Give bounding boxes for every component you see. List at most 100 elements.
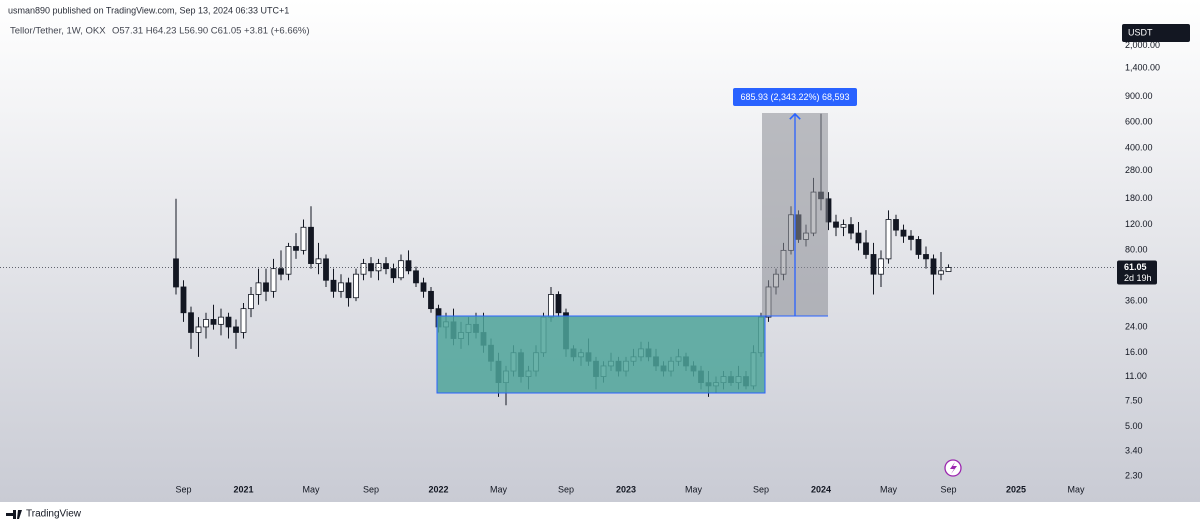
symbol: Tellor/Tether, 1W, OKX bbox=[10, 26, 106, 37]
candle-body bbox=[878, 258, 884, 275]
x-tick-label: May bbox=[302, 484, 320, 494]
last-price-box bbox=[1117, 260, 1157, 285]
candle-body bbox=[893, 219, 899, 231]
range-box[interactable] bbox=[436, 315, 766, 394]
candle-body bbox=[225, 316, 232, 328]
measure-label-box bbox=[733, 88, 857, 106]
candle-body bbox=[180, 286, 187, 314]
x-tick-label: Sep bbox=[175, 484, 191, 494]
chart-background bbox=[0, 0, 1200, 502]
candle-body bbox=[188, 312, 194, 333]
x-tick-label: Sep bbox=[753, 484, 769, 494]
last-price: 61.05 bbox=[1124, 262, 1147, 272]
x-tick-label: Sep bbox=[940, 484, 956, 494]
candle-body bbox=[870, 254, 877, 275]
candle-body bbox=[930, 258, 937, 275]
y-tick-label: 900.00 bbox=[1125, 91, 1153, 101]
y-tick-label: 1,400.00 bbox=[1125, 63, 1160, 73]
x-tick-label: 2022 bbox=[428, 484, 448, 494]
brand: TradingView bbox=[26, 509, 82, 520]
candle-body bbox=[848, 224, 854, 234]
y-tick-label: 400.00 bbox=[1125, 142, 1153, 152]
candle-body bbox=[308, 226, 314, 264]
candle-body bbox=[555, 294, 562, 314]
x-tick-label: Sep bbox=[363, 484, 379, 494]
y-tick-label: 2.30 bbox=[1125, 470, 1143, 480]
candle-body bbox=[345, 282, 352, 299]
candle-body bbox=[908, 235, 914, 240]
x-tick-label: Sep bbox=[558, 484, 574, 494]
candle-body bbox=[263, 282, 269, 292]
candle-body bbox=[353, 273, 359, 299]
x-tick-label: May bbox=[490, 484, 508, 494]
candle-body bbox=[248, 294, 254, 310]
candle-body bbox=[330, 279, 337, 292]
candle-body bbox=[915, 239, 922, 255]
candle-body bbox=[233, 326, 239, 333]
candle-body bbox=[173, 258, 179, 288]
candle-body bbox=[270, 268, 277, 292]
y-tick-label: 11.00 bbox=[1125, 371, 1147, 381]
candle-body bbox=[833, 221, 839, 228]
currency: USDT bbox=[1128, 27, 1153, 37]
footer-background bbox=[0, 502, 1200, 526]
x-tick-label: 2024 bbox=[811, 484, 831, 494]
candle-body bbox=[300, 226, 307, 251]
candle-body bbox=[375, 263, 382, 272]
candle-body bbox=[390, 268, 397, 279]
y-tick-label: 24.00 bbox=[1125, 321, 1148, 331]
candle-body bbox=[945, 267, 952, 272]
candle-body bbox=[548, 294, 554, 318]
candle-body bbox=[383, 263, 389, 270]
y-tick-label: 16.00 bbox=[1125, 347, 1148, 357]
y-tick-label: 7.50 bbox=[1125, 395, 1143, 405]
countdown: 2d 19h bbox=[1124, 273, 1152, 283]
candle-body bbox=[413, 270, 419, 284]
candle-body bbox=[900, 229, 907, 237]
candle-body bbox=[315, 258, 322, 264]
y-tick-label: 5.00 bbox=[1125, 421, 1143, 431]
currency-badge[interactable] bbox=[1122, 24, 1190, 42]
candle-body bbox=[420, 282, 427, 292]
ohlc-legend: O57.31 H64.23 L56.90 C61.05 +3.81 (+6.66… bbox=[112, 26, 310, 37]
y-tick-label: 600.00 bbox=[1125, 117, 1153, 127]
y-tick-label: 80.00 bbox=[1125, 245, 1148, 255]
candle-body bbox=[255, 282, 262, 295]
candle-body bbox=[195, 326, 202, 333]
y-tick-label: 120.00 bbox=[1125, 219, 1153, 229]
measure-label: 685.93 (2,343.22%) 68,593 bbox=[740, 92, 849, 102]
x-tick-label: May bbox=[880, 484, 898, 494]
x-tick-label: 2023 bbox=[616, 484, 636, 494]
candle-body bbox=[285, 246, 292, 275]
candle-body bbox=[923, 254, 929, 260]
y-tick-label: 36.00 bbox=[1125, 296, 1148, 306]
candle-body bbox=[855, 232, 862, 244]
candle-body bbox=[863, 242, 869, 255]
y-tick-label: 180.00 bbox=[1125, 193, 1153, 203]
candle-body bbox=[240, 308, 247, 333]
candle-body bbox=[293, 246, 299, 251]
candle-body bbox=[360, 263, 367, 275]
candle-body bbox=[278, 268, 284, 275]
y-tick-label: 280.00 bbox=[1125, 165, 1153, 175]
candle-body bbox=[428, 290, 434, 310]
publisher: usman890 published on TradingView.com, S… bbox=[8, 5, 289, 15]
candle-body bbox=[405, 260, 412, 272]
candle-body bbox=[840, 224, 847, 228]
candle-body bbox=[885, 219, 892, 260]
x-tick-label: 2021 bbox=[233, 484, 253, 494]
candle-body bbox=[210, 319, 217, 325]
candle-body bbox=[398, 260, 404, 279]
brand-logo bbox=[6, 510, 22, 519]
candle-body bbox=[338, 282, 344, 292]
candle-body bbox=[203, 319, 209, 328]
x-tick-label: 2025 bbox=[1006, 484, 1026, 494]
x-tick-label: May bbox=[1067, 484, 1085, 494]
event-bolt bbox=[950, 462, 957, 474]
y-tick-label: 2,000.00 bbox=[1125, 40, 1160, 50]
candle-body bbox=[368, 263, 374, 272]
x-tick-label: May bbox=[685, 484, 703, 494]
y-tick-label: 3.40 bbox=[1125, 446, 1143, 456]
